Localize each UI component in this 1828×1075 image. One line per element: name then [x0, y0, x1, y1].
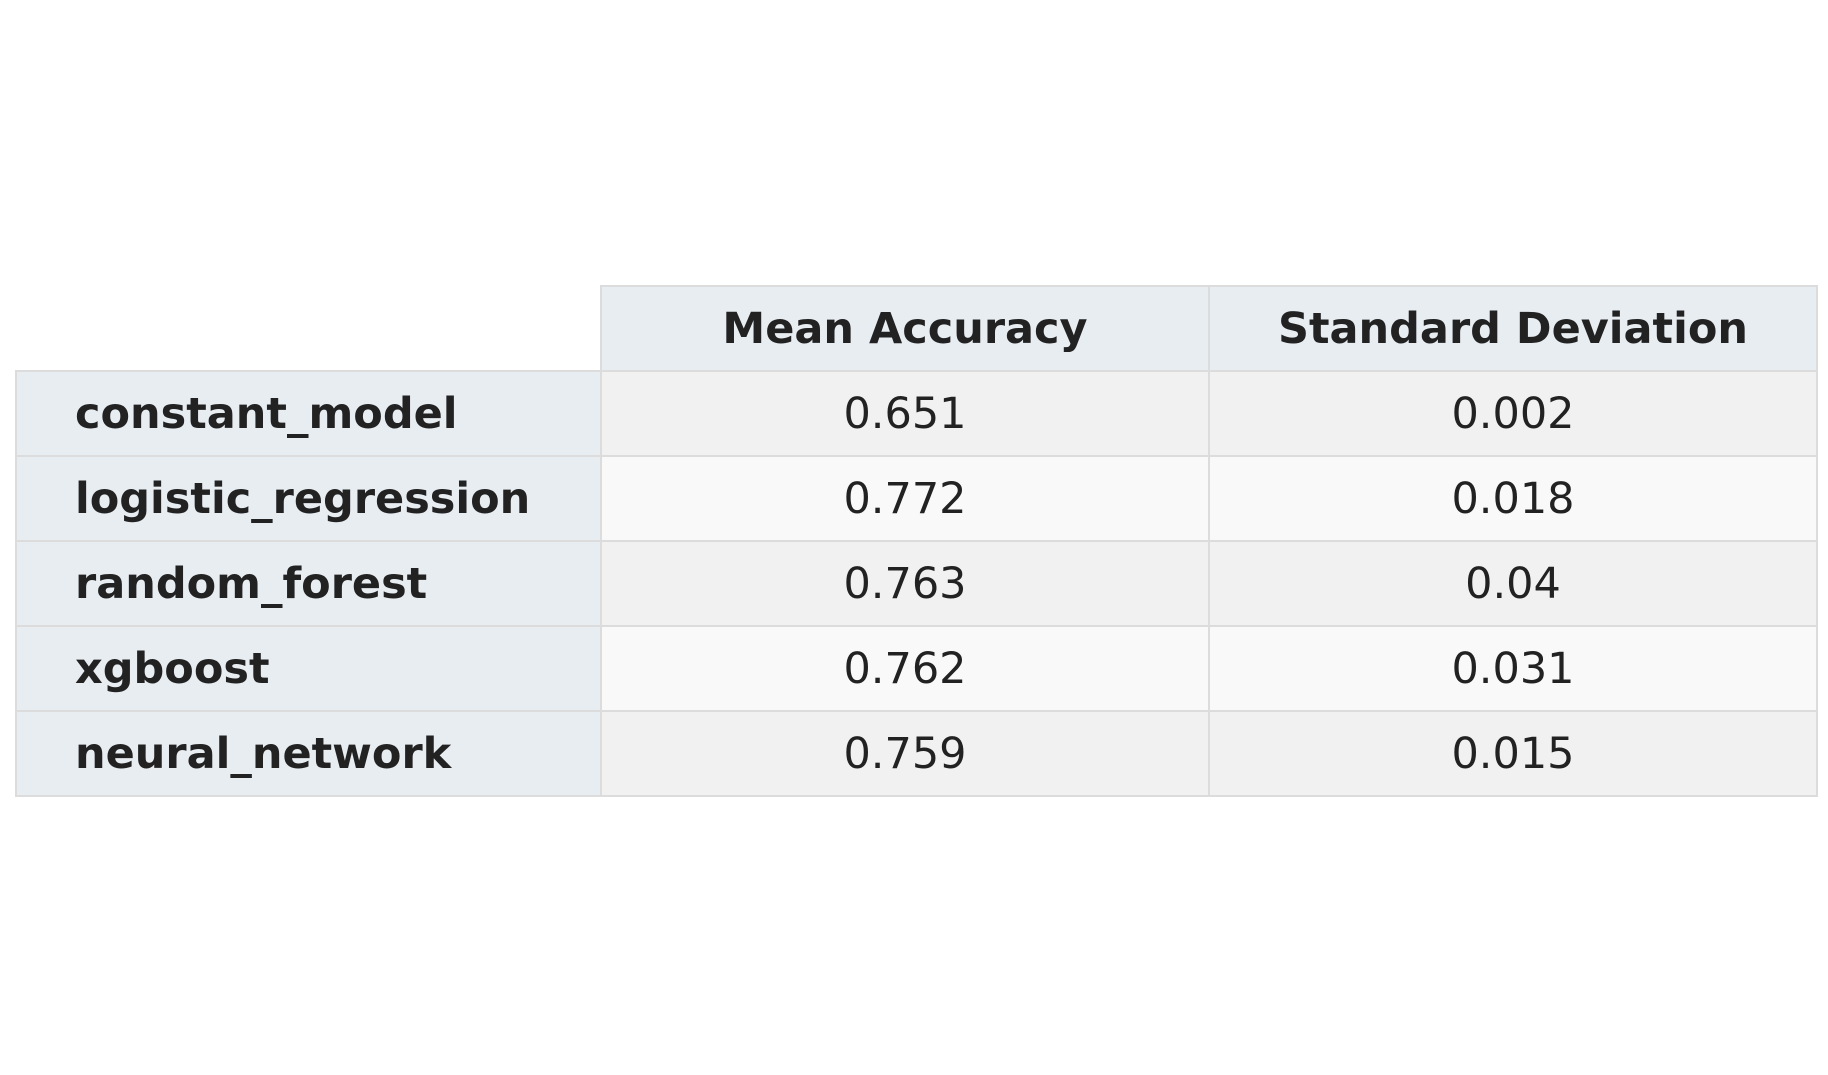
header-row: Mean Accuracy Standard Deviation — [16, 285, 1818, 372]
column-header-standard-deviation: Standard Deviation — [1208, 285, 1818, 372]
table-row: neural_network 0.759 0.015 — [15, 710, 1818, 797]
mean-accuracy-cell: 0.772 — [600, 455, 1210, 542]
table-row: constant_model 0.651 0.002 — [15, 370, 1818, 457]
row-label: logistic_regression — [15, 455, 602, 542]
column-header-mean-accuracy: Mean Accuracy — [600, 285, 1210, 372]
mean-accuracy-cell: 0.762 — [600, 625, 1210, 712]
mean-accuracy-cell: 0.763 — [600, 540, 1210, 627]
standard-deviation-cell: 0.031 — [1208, 625, 1818, 712]
mean-accuracy-cell: 0.759 — [600, 710, 1210, 797]
results-table: Mean Accuracy Standard Deviation constan… — [15, 285, 1818, 797]
mean-accuracy-cell: 0.651 — [600, 370, 1210, 457]
standard-deviation-cell: 0.04 — [1208, 540, 1818, 627]
standard-deviation-cell: 0.018 — [1208, 455, 1818, 542]
table-row: xgboost 0.762 0.031 — [15, 625, 1818, 712]
table-row: random_forest 0.763 0.04 — [15, 540, 1818, 627]
row-label: constant_model — [15, 370, 602, 457]
row-label: random_forest — [15, 540, 602, 627]
standard-deviation-cell: 0.002 — [1208, 370, 1818, 457]
standard-deviation-cell: 0.015 — [1208, 710, 1818, 797]
table-row: logistic_regression 0.772 0.018 — [15, 455, 1818, 542]
row-label: neural_network — [15, 710, 602, 797]
row-label: xgboost — [15, 625, 602, 712]
corner-cell — [16, 286, 602, 372]
